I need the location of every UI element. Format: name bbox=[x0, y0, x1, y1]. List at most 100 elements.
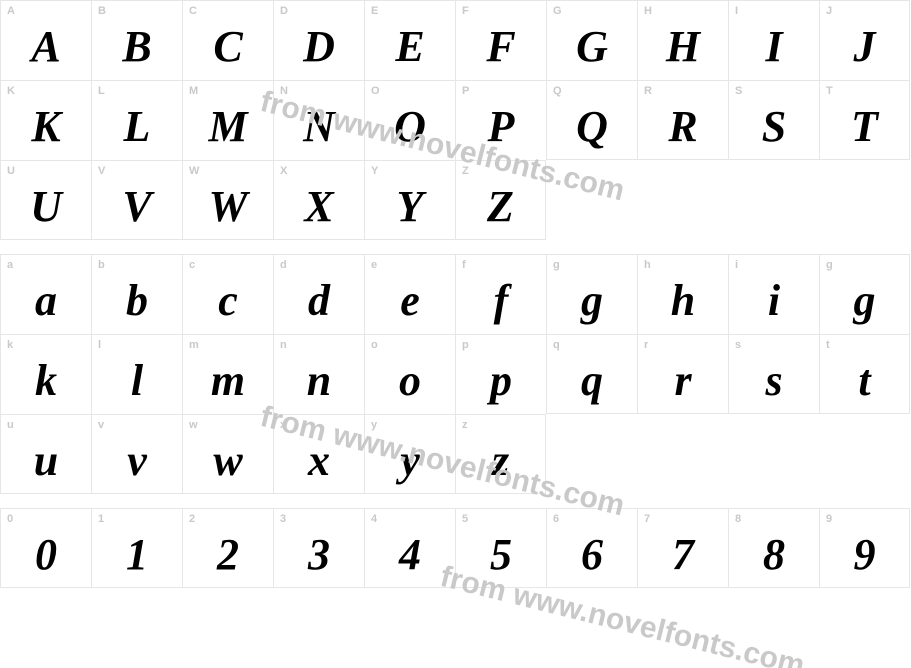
cell-key-label: M bbox=[189, 85, 198, 97]
glyph-cell: oo bbox=[364, 334, 455, 414]
cell-glyph: 1 bbox=[126, 533, 148, 577]
cell-key-label: a bbox=[7, 259, 13, 271]
cell-glyph: J bbox=[854, 25, 876, 69]
cell-glyph: T bbox=[851, 105, 878, 149]
cell-key-label: d bbox=[280, 259, 287, 271]
cell-glyph: b bbox=[126, 279, 148, 323]
empty-cell bbox=[728, 414, 819, 494]
glyph-cell: 44 bbox=[364, 508, 455, 588]
glyph-cell: WW bbox=[182, 160, 273, 240]
cell-key-label: f bbox=[462, 259, 466, 271]
cell-key-label: 5 bbox=[462, 513, 468, 525]
cell-glyph: l bbox=[131, 359, 143, 403]
cell-key-label: 9 bbox=[826, 513, 832, 525]
cell-glyph: U bbox=[30, 185, 62, 229]
cell-glyph: L bbox=[124, 105, 151, 149]
cell-key-label: K bbox=[7, 85, 15, 97]
glyph-cell: LL bbox=[91, 80, 182, 160]
cell-glyph: c bbox=[218, 279, 238, 323]
glyph-cell: 99 bbox=[819, 508, 910, 588]
cell-key-label: H bbox=[644, 5, 652, 17]
character-map-grid: AABBCCDDEEFFGGHHIIJJKKLLMMNNOOPPQQRRSSTT… bbox=[0, 0, 911, 588]
glyph-row: UUVVWWXXYYZZ bbox=[0, 160, 911, 240]
cell-key-label: 8 bbox=[735, 513, 741, 525]
cell-glyph: D bbox=[303, 25, 335, 69]
cell-glyph: X bbox=[304, 185, 333, 229]
cell-key-label: c bbox=[189, 259, 195, 271]
cell-key-label: h bbox=[644, 259, 651, 271]
cell-key-label: p bbox=[462, 339, 469, 351]
cell-key-label: g bbox=[826, 259, 833, 271]
glyph-cell: ww bbox=[182, 414, 273, 494]
cell-glyph: W bbox=[208, 185, 247, 229]
glyph-cell: DD bbox=[273, 0, 364, 80]
cell-glyph: o bbox=[399, 359, 421, 403]
glyph-cell: NN bbox=[273, 80, 364, 160]
cell-key-label: I bbox=[735, 5, 738, 17]
cell-key-label: 1 bbox=[98, 513, 104, 525]
cell-key-label: 7 bbox=[644, 513, 650, 525]
glyph-row: AABBCCDDEEFFGGHHIIJJ bbox=[0, 0, 911, 80]
glyph-cell: 22 bbox=[182, 508, 273, 588]
glyph-cell: hh bbox=[637, 254, 728, 334]
cell-key-label: v bbox=[98, 419, 104, 431]
cell-key-label: y bbox=[371, 419, 377, 431]
cell-glyph: 7 bbox=[672, 533, 694, 577]
glyph-cell: YY bbox=[364, 160, 455, 240]
glyph-cell: 33 bbox=[273, 508, 364, 588]
cell-key-label: 6 bbox=[553, 513, 559, 525]
cell-glyph: 6 bbox=[581, 533, 603, 577]
glyph-cell: UU bbox=[0, 160, 91, 240]
cell-glyph: 3 bbox=[308, 533, 330, 577]
empty-cell bbox=[819, 160, 910, 240]
cell-key-label: N bbox=[280, 85, 288, 97]
cell-glyph: i bbox=[768, 279, 780, 323]
cell-key-label: 2 bbox=[189, 513, 195, 525]
glyph-cell: uu bbox=[0, 414, 91, 494]
glyph-cell: ss bbox=[728, 334, 819, 414]
cell-key-label: w bbox=[189, 419, 198, 431]
cell-key-label: D bbox=[280, 5, 288, 17]
glyph-cell: cc bbox=[182, 254, 273, 334]
glyph-row: kkllmmnnooppqqrrsstt bbox=[0, 334, 911, 414]
cell-glyph: N bbox=[303, 105, 335, 149]
cell-glyph: 0 bbox=[35, 533, 57, 577]
cell-key-label: S bbox=[735, 85, 742, 97]
glyph-cell: yy bbox=[364, 414, 455, 494]
cell-key-label: B bbox=[98, 5, 106, 17]
glyph-row: 00112233445566778899 bbox=[0, 508, 911, 588]
glyph-cell: VV bbox=[91, 160, 182, 240]
glyph-cell: FF bbox=[455, 0, 546, 80]
cell-key-label: u bbox=[7, 419, 14, 431]
glyph-cell: BB bbox=[91, 0, 182, 80]
glyph-row: KKLLMMNNOOPPQQRRSSTT bbox=[0, 80, 911, 160]
glyph-cell: aa bbox=[0, 254, 91, 334]
cell-key-label: b bbox=[98, 259, 105, 271]
cell-key-label: Y bbox=[371, 165, 378, 177]
cell-glyph: Y bbox=[397, 185, 424, 229]
glyph-cell: AA bbox=[0, 0, 91, 80]
glyph-cell: ee bbox=[364, 254, 455, 334]
cell-glyph: S bbox=[762, 105, 786, 149]
empty-cell bbox=[637, 160, 728, 240]
cell-glyph: w bbox=[213, 439, 242, 483]
cell-glyph: P bbox=[488, 105, 515, 149]
cell-key-label: C bbox=[189, 5, 197, 17]
section-gap bbox=[0, 240, 911, 254]
cell-glyph: H bbox=[666, 25, 700, 69]
glyph-cell: ZZ bbox=[455, 160, 546, 240]
glyph-cell: gg bbox=[546, 254, 637, 334]
cell-glyph: t bbox=[858, 359, 870, 403]
glyph-cell: bb bbox=[91, 254, 182, 334]
cell-glyph: I bbox=[765, 25, 782, 69]
glyph-cell: qq bbox=[546, 334, 637, 414]
glyph-cell: xx bbox=[273, 414, 364, 494]
cell-key-label: s bbox=[735, 339, 741, 351]
cell-glyph: k bbox=[35, 359, 57, 403]
glyph-cell: 88 bbox=[728, 508, 819, 588]
cell-glyph: r bbox=[674, 359, 691, 403]
cell-glyph: Z bbox=[487, 185, 514, 229]
empty-cell bbox=[637, 414, 728, 494]
cell-glyph: z bbox=[492, 439, 509, 483]
cell-glyph: q bbox=[581, 359, 603, 403]
